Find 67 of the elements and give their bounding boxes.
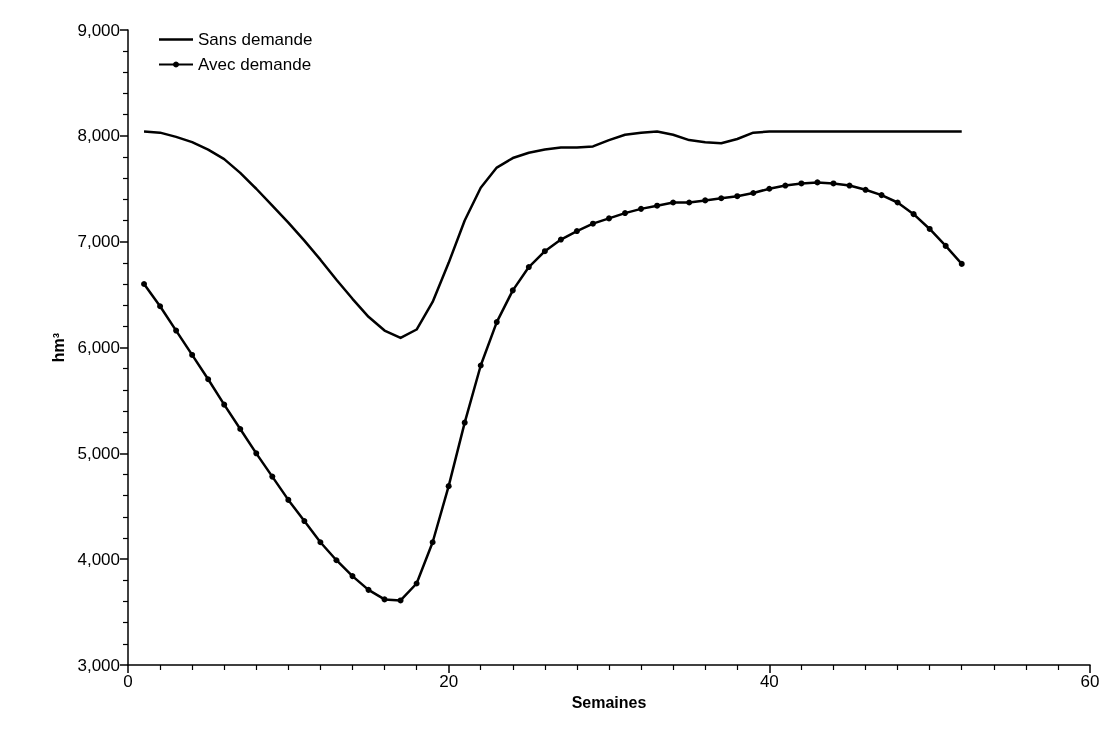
- point: [942, 242, 949, 249]
- point: [253, 450, 260, 457]
- point: [958, 260, 965, 267]
- point: [445, 483, 452, 490]
- point: [141, 281, 148, 287]
- point: [814, 179, 821, 186]
- point: [525, 264, 532, 271]
- point: [894, 199, 901, 206]
- point: [317, 539, 324, 546]
- point: [365, 586, 372, 593]
- point: [509, 287, 516, 294]
- y-tick-label: 7,000: [77, 232, 120, 252]
- x-tick-label: 20: [439, 672, 459, 691]
- point: [237, 425, 244, 432]
- point: [157, 303, 164, 310]
- legend-label: Avec demande: [198, 55, 312, 74]
- point: [862, 186, 869, 193]
- point: [413, 580, 420, 587]
- point: [589, 220, 596, 227]
- point: [429, 539, 436, 546]
- point: [285, 496, 292, 503]
- x-tick-label: 60: [1080, 672, 1100, 691]
- point: [606, 215, 612, 222]
- point: [654, 202, 661, 209]
- x-tick-label: 40: [759, 672, 779, 691]
- y-tick-label: 4,000: [77, 549, 120, 569]
- y-tick-label: 9,000: [77, 20, 120, 40]
- point: [702, 197, 709, 204]
- point: [397, 597, 404, 604]
- point: [686, 199, 693, 206]
- point: [189, 351, 196, 358]
- legend-label: Sans demande: [198, 30, 313, 49]
- point: [622, 210, 629, 217]
- point: [926, 225, 933, 232]
- y-tick-label: 6,000: [77, 338, 120, 357]
- point: [718, 195, 725, 202]
- point: [910, 211, 917, 218]
- point: [573, 228, 580, 235]
- point: [349, 573, 356, 580]
- point: [798, 180, 805, 187]
- point: [381, 596, 388, 603]
- point: [205, 376, 212, 383]
- point: [734, 193, 741, 200]
- point: [173, 327, 180, 334]
- point: [846, 182, 853, 189]
- point: [878, 192, 885, 199]
- y-tick-label: 3,000: [77, 655, 120, 675]
- x-tick-label: 0: [123, 672, 133, 691]
- point: [493, 319, 500, 326]
- y-axis-title: hm³: [49, 332, 67, 363]
- point: [830, 180, 837, 187]
- point: [638, 205, 645, 212]
- x-axis-title: Semaines: [571, 694, 647, 712]
- line-series: [142, 130, 963, 340]
- point: [782, 182, 789, 189]
- y-tick-label: 8,000: [77, 126, 120, 146]
- point: [766, 185, 773, 192]
- point: [750, 189, 757, 196]
- point: [461, 419, 468, 426]
- point: [269, 473, 276, 480]
- point: [557, 236, 564, 243]
- y-tick-label: 5,000: [77, 443, 120, 463]
- point: [541, 248, 548, 255]
- point: [221, 401, 228, 408]
- point: [333, 557, 340, 564]
- point: [670, 199, 677, 206]
- point: [301, 518, 308, 525]
